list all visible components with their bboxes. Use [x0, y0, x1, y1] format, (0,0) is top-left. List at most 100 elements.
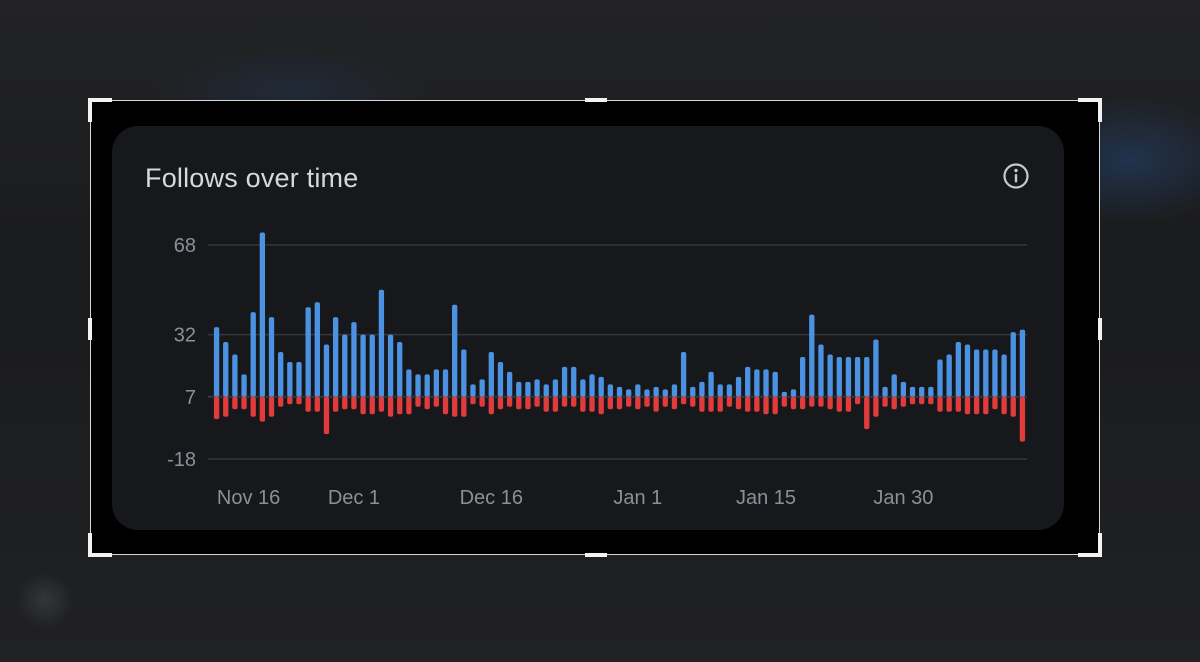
crop-handle-bottom-left[interactable]: [88, 533, 112, 557]
unfollows-bar: [213, 396, 220, 420]
unfollows-bar: [809, 396, 815, 407]
follows-bar: [296, 361, 302, 397]
unfollows-bar: [1010, 396, 1016, 417]
unfollows-bar: [635, 396, 641, 410]
unfollows-bar: [1001, 396, 1007, 415]
follows-bar: [525, 381, 531, 397]
unfollows-bar: [909, 396, 916, 405]
unfollows-bar: [873, 396, 879, 417]
follows-bar: [809, 314, 815, 397]
crop-handle-bottom[interactable]: [585, 553, 607, 557]
follows-bar: [561, 366, 568, 397]
crop-handle-top[interactable]: [585, 98, 607, 102]
follows-bar: [708, 371, 714, 397]
unfollows-bar: [882, 396, 888, 407]
unfollows-bar: [552, 396, 559, 412]
unfollows-bar: [607, 396, 613, 410]
follows-bar: [571, 366, 577, 397]
follows-bar: [479, 379, 485, 397]
crop-handle-top-left[interactable]: [88, 98, 112, 122]
info-icon[interactable]: [1002, 162, 1030, 190]
follows-bar: [928, 386, 934, 397]
unfollows-bar: [479, 396, 485, 407]
follows-bar: [232, 354, 238, 397]
unfollows-bar: [946, 396, 952, 412]
unfollows-bar: [369, 396, 375, 415]
unfollows-bar: [708, 396, 714, 412]
follows-bar: [946, 354, 952, 397]
unfollows-bar: [415, 396, 421, 407]
follows-bar: [415, 374, 421, 397]
unfollows-bar: [799, 396, 806, 410]
crop-handle-top-right[interactable]: [1078, 98, 1102, 122]
x-tick-label: Dec 16: [460, 487, 523, 509]
follows-bar: [351, 322, 357, 397]
x-tick-label: Dec 1: [328, 487, 380, 509]
follows-bar: [1010, 332, 1016, 397]
follows-bar: [873, 339, 879, 397]
y-tick-label: 68: [174, 235, 196, 257]
follows-bar: [973, 349, 980, 397]
y-axis-ticks: 68 32 7 -18: [167, 235, 196, 471]
crop-handle-bottom-right[interactable]: [1078, 533, 1102, 557]
unfollows-bar: [772, 396, 778, 415]
follows-bar: [580, 379, 586, 397]
x-tick-label: Jan 1: [613, 487, 662, 509]
unfollows-bar: [561, 396, 568, 407]
unfollows-bar: [296, 396, 302, 405]
unfollows-bar: [671, 396, 678, 410]
follows-bar: [314, 302, 320, 397]
unfollows-bar: [653, 396, 659, 412]
follows-bar: [332, 317, 339, 397]
chart-title: Follows over time: [145, 163, 359, 193]
unfollows-bar: [332, 396, 339, 412]
follows-bar: [607, 384, 613, 397]
follows-bar: [626, 389, 632, 397]
follows-bar: [616, 386, 623, 397]
follows-bar: [424, 374, 430, 397]
follows-bar: [1001, 354, 1007, 397]
follows-bar: [369, 334, 375, 397]
follows-bar: [323, 344, 330, 397]
follows-bar: [836, 356, 842, 397]
follows-bar: [644, 389, 650, 397]
unfollows-bar: [470, 396, 476, 405]
follows-bar: [854, 356, 861, 397]
unfollows-bar: [836, 396, 842, 412]
follows-bar: [781, 391, 787, 397]
follows-bar: [387, 334, 394, 397]
follows-bar: [378, 289, 385, 397]
unfollows-bar: [571, 396, 577, 407]
follows-bar: [864, 356, 870, 397]
follows-bar-chart: 68 32 7 -18 Nov 16 Dec 1 Dec 16 Jan 1 Jan 15 Jan…: [167, 232, 1027, 509]
unfollows-bar: [433, 396, 440, 407]
follows-bar: [278, 352, 284, 397]
unfollows-bar: [964, 396, 971, 415]
follows-bar: [671, 384, 678, 397]
follows-bar: [909, 386, 916, 397]
grid-lines: [208, 244, 1027, 460]
follows-bar: [406, 369, 412, 397]
follows-bar: [360, 334, 366, 397]
crop-handle-left[interactable]: [88, 318, 92, 340]
unfollows-bar: [937, 396, 943, 412]
follows-bar: [717, 384, 723, 397]
unfollows-bar: [690, 396, 696, 407]
follows-bar: [488, 352, 494, 397]
unfollows-bar: [589, 396, 595, 412]
follows-bar: [213, 327, 220, 397]
follows-bar: [534, 379, 540, 397]
unfollows-bar: [351, 396, 357, 410]
unfollows-bar: [232, 396, 238, 410]
follows-bar: [589, 374, 595, 397]
unfollows-bar: [983, 396, 989, 415]
follows-bar: [662, 389, 668, 397]
follows-bar: [461, 349, 467, 397]
follows-bar: [772, 371, 778, 397]
unfollows-bar: [278, 396, 284, 407]
follows-bar: [516, 381, 522, 397]
x-tick-label: Nov 16: [217, 487, 280, 509]
follows-bar: [1019, 329, 1026, 397]
unfollows-bar: [461, 396, 467, 417]
crop-handle-right[interactable]: [1098, 318, 1102, 340]
